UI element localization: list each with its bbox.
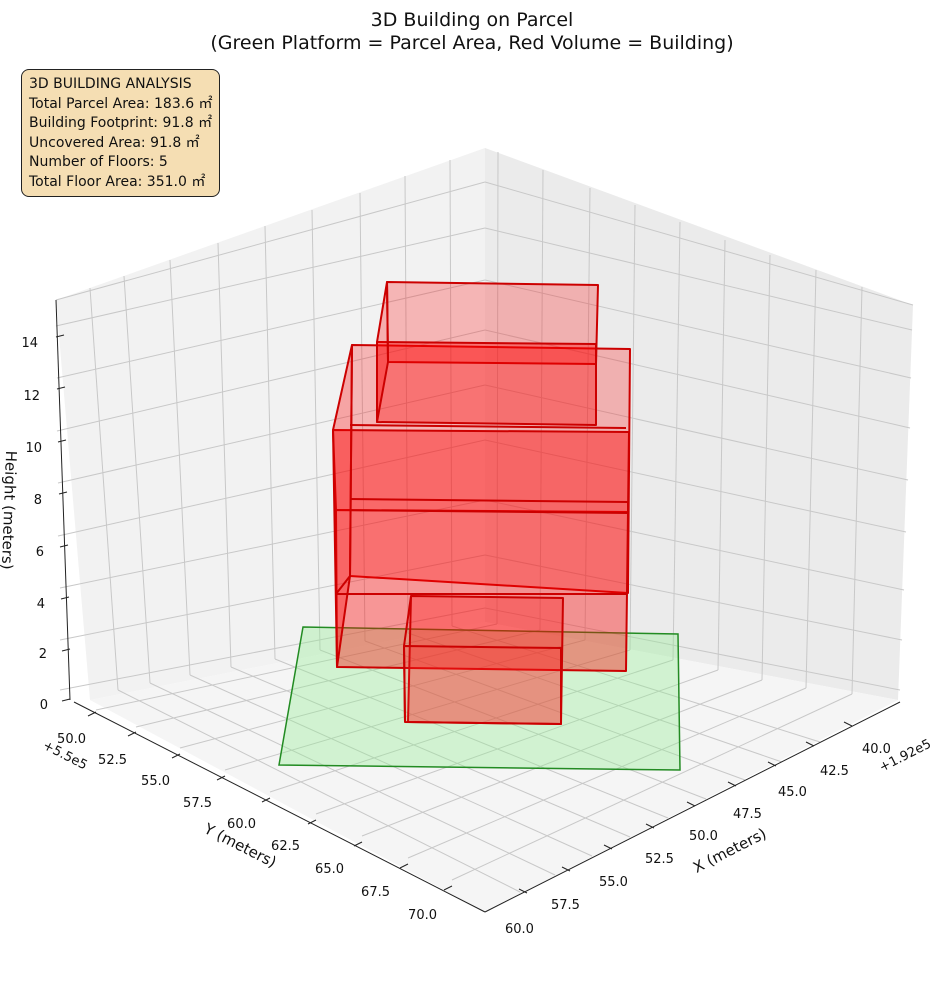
y-tick-label: 52.5 — [98, 753, 127, 768]
y-tick-label: 67.5 — [361, 885, 390, 900]
axis-lines — [55, 299, 901, 913]
x-tick-label: 45.0 — [778, 785, 807, 800]
x-axis-line — [484, 701, 901, 913]
parcel-area-line: Total Parcel Area: 183.6 ㎡ — [29, 95, 213, 112]
x-tick-mark — [645, 823, 655, 829]
floor-area-line: Total Floor Area: 351.0 ㎡ — [29, 173, 206, 190]
z-tick-mark — [59, 544, 69, 548]
y-tick-mark — [216, 775, 226, 781]
y-tick-label: 60.0 — [227, 817, 256, 832]
y-tick-label: 50.0 — [57, 732, 86, 747]
x-tick-mark — [518, 888, 528, 894]
x-tick-mark — [727, 781, 737, 787]
z-tick-mark — [61, 648, 71, 652]
floors-line: Number of Floors: 5 — [29, 154, 168, 171]
y-tick-mark — [261, 797, 271, 803]
y-tick-mark — [443, 885, 453, 891]
floor-separator-2 — [335, 575, 351, 595]
x-tick-label: 60.0 — [505, 922, 534, 937]
building-annex-front — [403, 645, 562, 725]
y-tick-mark — [127, 731, 137, 737]
chart-title-line-2: (Green Platform = Parcel Area, Red Volum… — [210, 32, 733, 54]
x-tick-mark — [603, 844, 613, 850]
z-tick-label: 0 — [40, 698, 48, 713]
z-tick-mark — [61, 698, 71, 702]
z-tick-label: 8 — [34, 493, 42, 508]
x-tick-label: 50.0 — [689, 829, 718, 844]
z-tick-label: 10 — [25, 441, 42, 456]
z-tick-mark — [60, 596, 70, 600]
floor-separator-1 — [349, 498, 629, 512]
building-front-face-upper — [332, 429, 630, 514]
parcel-platform — [278, 626, 681, 771]
floor-separator-4 — [349, 424, 627, 429]
x-tick-mark — [767, 761, 777, 767]
z-tick-mark — [57, 439, 67, 443]
z-axis-line — [55, 299, 71, 701]
y-tick-labels: 50.0 52.5 55.0 57.5 60.0 62.5 65.0 67.5 … — [57, 732, 437, 923]
x-tick-mark — [686, 801, 696, 807]
y-tick-mark — [353, 841, 363, 847]
x-tick-mark — [805, 741, 815, 747]
z-tick-mark — [55, 334, 65, 338]
back-right-pane — [485, 148, 913, 700]
footprint-line: Building Footprint: 91.8 ㎡ — [29, 115, 213, 132]
x-tick-label: 42.5 — [820, 764, 849, 779]
axes-panes — [56, 148, 913, 912]
uncovered-area-line: Uncovered Area: 91.8 ㎡ — [29, 134, 200, 151]
z-tick-label: 2 — [39, 647, 47, 662]
x-tick-label: 52.5 — [645, 852, 674, 867]
y-tick-mark — [307, 819, 317, 825]
y-axis-line — [73, 701, 486, 913]
building-analysis-box: 3D BUILDING ANALYSIS Total Parcel Area: … — [21, 69, 220, 197]
z-tick-label: 14 — [21, 336, 38, 351]
x-tick-label: 55.0 — [599, 875, 628, 890]
z-tick-label: 4 — [37, 597, 45, 612]
building-top-block-side — [376, 281, 389, 423]
building-top-block-front — [376, 341, 597, 426]
x-tick-label: 47.5 — [733, 807, 762, 822]
y-tick-mark — [87, 711, 97, 717]
y-tick-mark — [399, 863, 409, 869]
z-axis-label: Height (meters) — [0, 450, 20, 570]
z-tick-label: 6 — [36, 545, 44, 560]
x-tick-label: 40.0 — [862, 742, 891, 757]
z-tick-labels: 0 2 4 6 8 10 12 14 — [21, 336, 48, 713]
z-tick-label: 12 — [23, 389, 40, 404]
y-tick-label: 57.5 — [183, 796, 212, 811]
z-tick-mark — [58, 491, 68, 495]
y-tick-mark — [171, 753, 181, 759]
building-annex-edge — [403, 595, 412, 723]
y-tick-label: 65.0 — [315, 862, 344, 877]
building-volume — [332, 281, 631, 725]
analysis-heading: 3D BUILDING ANALYSIS — [29, 76, 192, 92]
x-tick-label: 57.5 — [551, 898, 580, 913]
y-tick-label: 55.0 — [141, 774, 170, 789]
y-ticks — [87, 711, 453, 891]
back-left-pane — [56, 148, 485, 700]
x-ticks — [518, 721, 853, 894]
x-tick-mark — [561, 866, 571, 872]
x-tick-labels: 40.0 42.5 45.0 47.5 50.0 52.5 55.0 57.5 … — [505, 742, 891, 937]
x-tick-mark — [843, 721, 853, 727]
z-ticks — [55, 334, 71, 702]
y-tick-label: 62.5 — [271, 839, 300, 854]
chart-title-line-1: 3D Building on Parcel — [371, 9, 574, 31]
z-tick-mark — [56, 386, 66, 390]
grid-lines — [55, 151, 914, 893]
y-tick-label: 70.0 — [408, 908, 437, 923]
